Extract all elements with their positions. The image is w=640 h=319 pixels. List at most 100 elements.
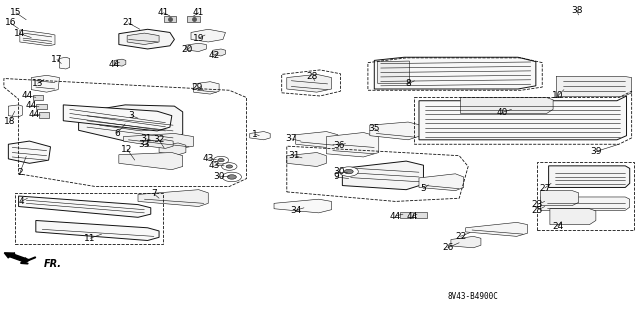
Bar: [15, 193, 163, 244]
Polygon shape: [419, 96, 627, 140]
Polygon shape: [250, 131, 270, 140]
Text: 43: 43: [202, 154, 214, 163]
Polygon shape: [159, 143, 186, 155]
Text: 43: 43: [209, 161, 220, 170]
Circle shape: [226, 165, 232, 168]
Text: 37: 37: [285, 134, 297, 143]
Polygon shape: [79, 105, 182, 141]
Polygon shape: [119, 152, 182, 170]
Text: 44: 44: [22, 92, 33, 100]
Text: 15: 15: [10, 8, 22, 17]
Polygon shape: [296, 131, 338, 147]
Text: 25: 25: [531, 206, 543, 215]
Circle shape: [339, 167, 358, 176]
Text: 40: 40: [496, 108, 508, 117]
Text: 44: 44: [390, 211, 401, 220]
Text: 13: 13: [32, 79, 44, 88]
Text: 10: 10: [552, 92, 563, 100]
Text: 44: 44: [28, 110, 40, 119]
Text: 11: 11: [84, 234, 96, 243]
Polygon shape: [287, 152, 326, 167]
Polygon shape: [39, 113, 49, 118]
Polygon shape: [193, 82, 219, 94]
Text: 2: 2: [17, 168, 22, 177]
Polygon shape: [287, 74, 332, 92]
Text: 20: 20: [182, 45, 193, 55]
Polygon shape: [540, 197, 630, 210]
Polygon shape: [36, 220, 159, 241]
Polygon shape: [461, 98, 553, 114]
Text: 30: 30: [333, 167, 345, 176]
Text: 41: 41: [158, 8, 169, 17]
Text: 29: 29: [192, 83, 203, 92]
Text: 27: 27: [539, 184, 550, 193]
Polygon shape: [191, 29, 225, 42]
Text: 23: 23: [531, 200, 543, 209]
Text: 36: 36: [333, 141, 345, 150]
Polygon shape: [119, 29, 174, 49]
Text: 5: 5: [420, 184, 426, 193]
Polygon shape: [415, 212, 428, 218]
Text: 14: 14: [14, 29, 26, 38]
Text: 32: 32: [154, 135, 164, 144]
Polygon shape: [20, 30, 55, 46]
Polygon shape: [36, 104, 47, 109]
Text: 38: 38: [571, 6, 582, 15]
Text: 41: 41: [193, 8, 204, 17]
Polygon shape: [466, 222, 527, 236]
Text: 26: 26: [442, 243, 453, 252]
Polygon shape: [19, 196, 151, 217]
Polygon shape: [326, 132, 379, 157]
Text: 24: 24: [552, 222, 563, 231]
Circle shape: [227, 175, 236, 179]
Polygon shape: [451, 236, 481, 248]
Text: 21: 21: [123, 19, 134, 27]
Text: 12: 12: [122, 145, 133, 154]
Polygon shape: [342, 161, 424, 190]
Text: 44: 44: [26, 101, 37, 110]
Polygon shape: [419, 174, 464, 191]
Text: 8: 8: [405, 79, 411, 88]
Polygon shape: [374, 57, 536, 89]
Polygon shape: [548, 166, 630, 188]
Polygon shape: [556, 76, 632, 97]
Polygon shape: [212, 49, 225, 56]
FancyArrow shape: [4, 253, 29, 263]
Polygon shape: [186, 43, 206, 51]
Text: 31: 31: [289, 151, 300, 160]
Circle shape: [221, 163, 237, 170]
Text: 19: 19: [193, 34, 204, 43]
Polygon shape: [100, 115, 164, 131]
Text: 6: 6: [114, 129, 120, 138]
Text: 42: 42: [209, 51, 220, 60]
Polygon shape: [370, 122, 421, 140]
Polygon shape: [124, 133, 193, 149]
Text: 16: 16: [4, 19, 16, 27]
Polygon shape: [540, 191, 579, 205]
Text: 44: 44: [407, 211, 418, 220]
Text: 22: 22: [455, 232, 466, 241]
Circle shape: [222, 172, 241, 182]
Text: 3: 3: [129, 111, 134, 120]
Circle shape: [213, 156, 228, 164]
Polygon shape: [164, 16, 176, 22]
Circle shape: [218, 159, 224, 162]
Polygon shape: [31, 75, 60, 92]
Text: 8V43-B4900C: 8V43-B4900C: [448, 292, 499, 301]
Text: 7: 7: [151, 189, 157, 198]
Polygon shape: [138, 190, 208, 206]
Polygon shape: [115, 59, 126, 66]
Text: 35: 35: [369, 124, 380, 133]
Polygon shape: [8, 105, 22, 117]
Polygon shape: [63, 105, 172, 131]
Polygon shape: [148, 140, 173, 148]
Text: 39: 39: [590, 147, 602, 156]
Text: 30: 30: [213, 173, 225, 182]
Polygon shape: [550, 209, 596, 225]
Text: 4: 4: [19, 197, 24, 206]
Text: 34: 34: [290, 206, 301, 215]
Text: 31: 31: [141, 134, 152, 143]
Text: 18: 18: [4, 117, 15, 126]
Polygon shape: [274, 199, 332, 213]
Polygon shape: [33, 95, 43, 100]
